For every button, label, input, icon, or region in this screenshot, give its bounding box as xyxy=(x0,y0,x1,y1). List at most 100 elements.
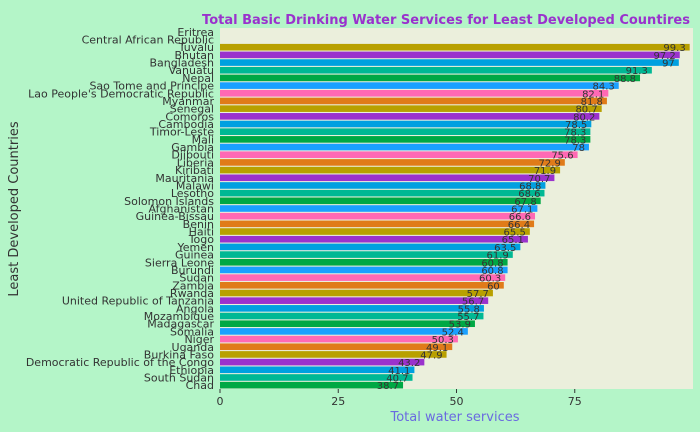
bar xyxy=(220,289,493,297)
category-label: Yemen xyxy=(177,241,215,254)
value-label: 60.8 xyxy=(481,258,503,269)
category-label: Myanmar xyxy=(162,95,214,108)
bar xyxy=(220,235,528,243)
category-label: Afghanistan xyxy=(149,203,215,216)
value-label: 60.3 xyxy=(479,274,501,285)
category-label: Somalia xyxy=(170,325,214,338)
bar xyxy=(220,143,589,151)
value-label: 57.7 xyxy=(467,289,489,300)
value-label: 55.7 xyxy=(457,312,479,323)
category-label: Niger xyxy=(184,333,214,346)
bar xyxy=(220,251,513,258)
bar xyxy=(220,174,555,182)
category-label: Senegal xyxy=(170,103,214,116)
category-label: Democratic Republic of the Congo xyxy=(26,356,214,369)
value-label: 91.3 xyxy=(626,66,648,77)
value-label: 43.2 xyxy=(398,358,420,369)
bar xyxy=(220,282,504,289)
value-label: 71.9 xyxy=(534,166,556,177)
bar xyxy=(220,274,506,281)
bar xyxy=(220,136,591,143)
category-label: United Republic of Tanzania xyxy=(62,295,214,308)
value-label: 97.2 xyxy=(653,51,675,62)
bar xyxy=(220,212,536,220)
value-label: 47.9 xyxy=(420,350,442,361)
category-label: Central African Republic xyxy=(82,34,214,47)
category-label: Gambia xyxy=(171,141,214,154)
bar xyxy=(220,205,538,212)
bar xyxy=(220,51,680,59)
value-label: 75.6 xyxy=(551,151,573,162)
category-label: Mauritania xyxy=(155,172,214,185)
value-label: 40.7 xyxy=(386,373,408,384)
bar xyxy=(220,66,652,74)
category-label: Ethiopia xyxy=(169,364,214,377)
value-label: 78.5 xyxy=(565,120,587,131)
category-label: Guinea-Bissau xyxy=(136,210,214,223)
bar xyxy=(220,97,607,105)
value-label: 53.9 xyxy=(449,320,471,331)
category-label: Haiti xyxy=(189,226,214,239)
value-label: 65.1 xyxy=(502,235,524,246)
bar xyxy=(220,374,413,381)
value-label: 67.8 xyxy=(514,197,536,208)
bar xyxy=(220,113,600,120)
value-label: 60 xyxy=(487,281,500,292)
value-label: 70.7 xyxy=(528,174,550,185)
value-label: 78 xyxy=(572,143,585,154)
category-label: Lesotho xyxy=(171,187,214,200)
bar xyxy=(220,343,453,351)
category-label: Burkina Faso xyxy=(144,348,214,361)
bar xyxy=(220,297,489,304)
value-label: 63.5 xyxy=(494,243,516,254)
value-label: 97 xyxy=(662,59,675,70)
x-tick-label: 75 xyxy=(568,395,582,408)
bar xyxy=(220,189,545,197)
value-label: 68.8 xyxy=(519,181,541,192)
category-label: Benin xyxy=(183,218,214,231)
bar xyxy=(220,105,602,112)
x-tick-label: 50 xyxy=(450,395,464,408)
bar xyxy=(220,243,521,251)
category-label: South Sudan xyxy=(144,371,214,384)
bar xyxy=(220,228,530,235)
category-label: Djibouti xyxy=(171,149,214,162)
value-label: 80.2 xyxy=(573,112,595,123)
category-label: Liberia xyxy=(177,156,214,169)
bar xyxy=(220,82,619,89)
value-label: 41.1 xyxy=(388,366,410,377)
category-label: Uganda xyxy=(172,341,214,354)
value-label: 38.7 xyxy=(377,381,399,392)
bar xyxy=(220,258,508,266)
chart-title: Total Basic Drinking Water Services for … xyxy=(202,13,690,28)
category-label: Malawi xyxy=(176,179,214,192)
x-axis: 0 25 50 75 xyxy=(217,389,582,408)
category-label: Nepal xyxy=(182,72,214,85)
category-label: Bhutan xyxy=(174,49,214,62)
category-label: Rwanda xyxy=(170,287,214,300)
category-label: Solomon Islands xyxy=(124,195,214,208)
bar xyxy=(220,43,690,51)
category-label: Cambodia xyxy=(158,118,214,131)
bar xyxy=(220,120,592,128)
bar xyxy=(220,220,535,228)
category-label: Kiribati xyxy=(175,164,214,177)
x-axis-label: Total water services xyxy=(389,410,519,425)
value-label: 68.6 xyxy=(518,189,540,200)
value-label: 78.3 xyxy=(564,128,586,139)
bar xyxy=(220,351,447,358)
bar xyxy=(220,366,415,374)
category-label: Timor-Leste xyxy=(149,126,214,139)
bar xyxy=(220,266,508,274)
category-label: Sao Tome and Principe xyxy=(89,80,214,93)
value-label: 99.3 xyxy=(663,43,685,54)
value-label: 49.1 xyxy=(426,343,448,354)
category-label: Madagascar xyxy=(147,318,214,331)
category-label: Bangladesh xyxy=(150,57,215,70)
category-label: Mozambique xyxy=(144,310,214,323)
bar xyxy=(220,59,679,66)
bar xyxy=(220,166,561,174)
category-label: Sierra Leone xyxy=(145,256,214,269)
category-label: Comoros xyxy=(165,110,214,123)
